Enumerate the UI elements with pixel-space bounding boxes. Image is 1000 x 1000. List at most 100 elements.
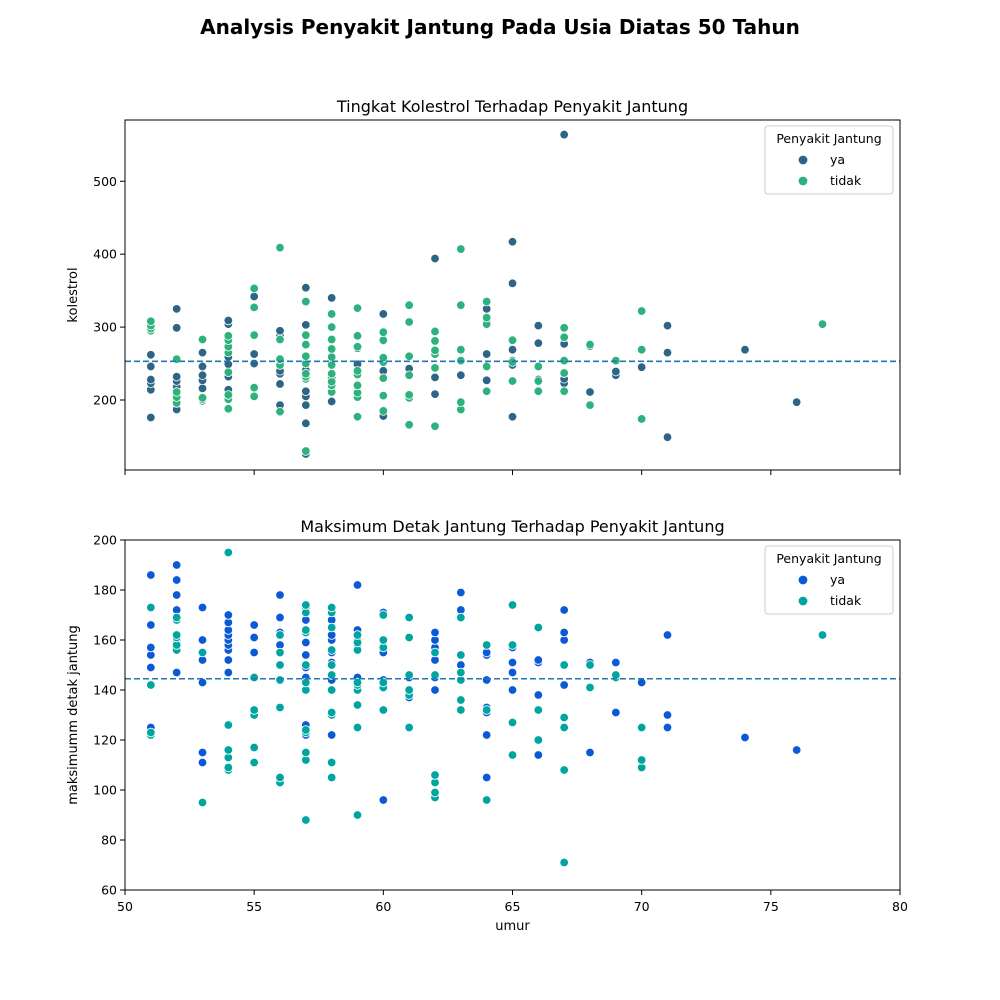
legend-title: Penyakit Jantung	[776, 131, 881, 146]
data-point-tidak	[481, 640, 492, 650]
data-point-tidak	[481, 361, 492, 372]
data-point-ya	[249, 291, 259, 302]
y-tick-label: 400	[93, 247, 117, 262]
data-point-tidak	[352, 380, 363, 391]
data-point-tidak	[275, 675, 285, 685]
data-point-ya	[171, 667, 182, 678]
data-point-tidak	[223, 762, 234, 773]
x-axis-label: umur	[495, 919, 530, 934]
data-point-tidak	[301, 446, 311, 456]
data-point-tidak	[430, 336, 440, 346]
data-point-ya	[197, 602, 208, 613]
data-point-tidak	[352, 366, 363, 376]
legend-box	[764, 125, 894, 195]
data-point-tidak	[430, 770, 440, 780]
data-point-tidak	[378, 406, 389, 416]
data-point-ya	[326, 730, 337, 740]
data-point-ya	[507, 278, 518, 289]
data-point-tidak	[146, 680, 156, 690]
data-point-tidak	[275, 647, 285, 658]
data-point-tidak	[456, 667, 466, 678]
legend: Penyakit Jantung ya tidak	[764, 125, 894, 195]
data-point-tidak	[326, 645, 337, 655]
data-point-ya	[611, 366, 621, 377]
data-point-tidak	[817, 319, 828, 329]
data-point-ya	[481, 375, 492, 386]
data-point-ya	[507, 237, 518, 247]
data-point-tidak	[378, 327, 389, 337]
data-point-tidak	[559, 368, 569, 378]
data-point-ya	[223, 315, 234, 326]
y-tick-label: 120	[93, 733, 117, 748]
legend-marker-ya	[797, 574, 809, 586]
y-tick-label: 100	[93, 783, 117, 798]
data-point-ya	[430, 627, 440, 638]
data-point-tidak	[378, 373, 389, 383]
y-tick-label: 200	[93, 533, 117, 548]
y-axis-label: maksimumm detak jantung	[66, 625, 81, 805]
data-point-tidak	[301, 330, 311, 340]
data-point-ya	[171, 560, 182, 570]
data-point-tidak	[326, 670, 337, 680]
legend-label-ya: ya	[830, 572, 845, 587]
data-point-tidak	[171, 612, 182, 623]
data-point-ya	[662, 722, 673, 733]
data-point-tidak	[352, 722, 363, 733]
chart-title: Tingkat Kolestrol Terhadap Penyakit Jant…	[336, 97, 688, 116]
legend: Penyakit Jantung ya tidak	[764, 545, 894, 615]
data-point-tidak	[301, 660, 311, 670]
data-point-tidak	[326, 322, 337, 332]
data-point-tidak	[249, 382, 259, 393]
data-point-ya	[559, 627, 569, 638]
data-point-tidak	[636, 306, 647, 316]
legend-label-tidak: tidak	[830, 593, 862, 608]
data-point-ya	[197, 361, 208, 372]
data-point-tidak	[378, 677, 389, 688]
legend-label-ya: ya	[830, 152, 845, 167]
data-point-ya	[301, 400, 311, 410]
data-point-tidak	[352, 630, 363, 640]
data-point-tidak	[171, 354, 182, 364]
data-point-tidak	[249, 672, 259, 683]
data-point-ya	[301, 386, 311, 396]
data-point-tidak	[223, 720, 234, 730]
data-point-ya	[197, 757, 208, 768]
data-point-tidak	[378, 353, 389, 363]
data-point-tidak	[559, 660, 569, 670]
data-point-ya	[533, 655, 544, 665]
data-point-tidak	[223, 390, 234, 400]
data-point-tidak	[275, 702, 285, 713]
data-point-ya	[171, 371, 182, 382]
data-point-tidak	[456, 244, 466, 254]
data-point-ya	[146, 361, 156, 372]
data-point-tidak	[559, 332, 569, 342]
data-point-ya	[533, 750, 544, 760]
data-point-tidak	[197, 647, 208, 658]
data-point-ya	[456, 587, 466, 598]
data-point-ya	[559, 605, 569, 615]
data-point-tidak	[326, 622, 337, 633]
data-point-tidak	[585, 339, 595, 350]
data-point-ya	[197, 370, 208, 380]
data-point-tidak	[533, 735, 544, 745]
data-point-ya	[585, 747, 595, 758]
data-point-tidak	[533, 361, 544, 372]
data-point-tidak	[275, 354, 285, 364]
data-point-tidak	[197, 334, 208, 345]
data-point-ya	[146, 642, 156, 653]
data-point-ya	[430, 372, 440, 383]
data-point-ya	[791, 745, 802, 755]
data-point-ya	[223, 655, 234, 665]
data-point-tidak	[404, 685, 414, 695]
data-point-tidak	[146, 727, 156, 738]
data-point-ya	[481, 675, 492, 685]
data-point-tidak	[456, 397, 466, 407]
data-point-tidak	[456, 344, 466, 355]
data-point-tidak	[275, 630, 285, 640]
data-point-tidak	[404, 420, 414, 430]
data-point-tidak	[301, 296, 311, 307]
data-point-ya	[249, 349, 259, 359]
data-point-ya	[326, 293, 337, 303]
data-point-tidak	[481, 386, 492, 396]
y-tick-label: 140	[93, 683, 117, 698]
